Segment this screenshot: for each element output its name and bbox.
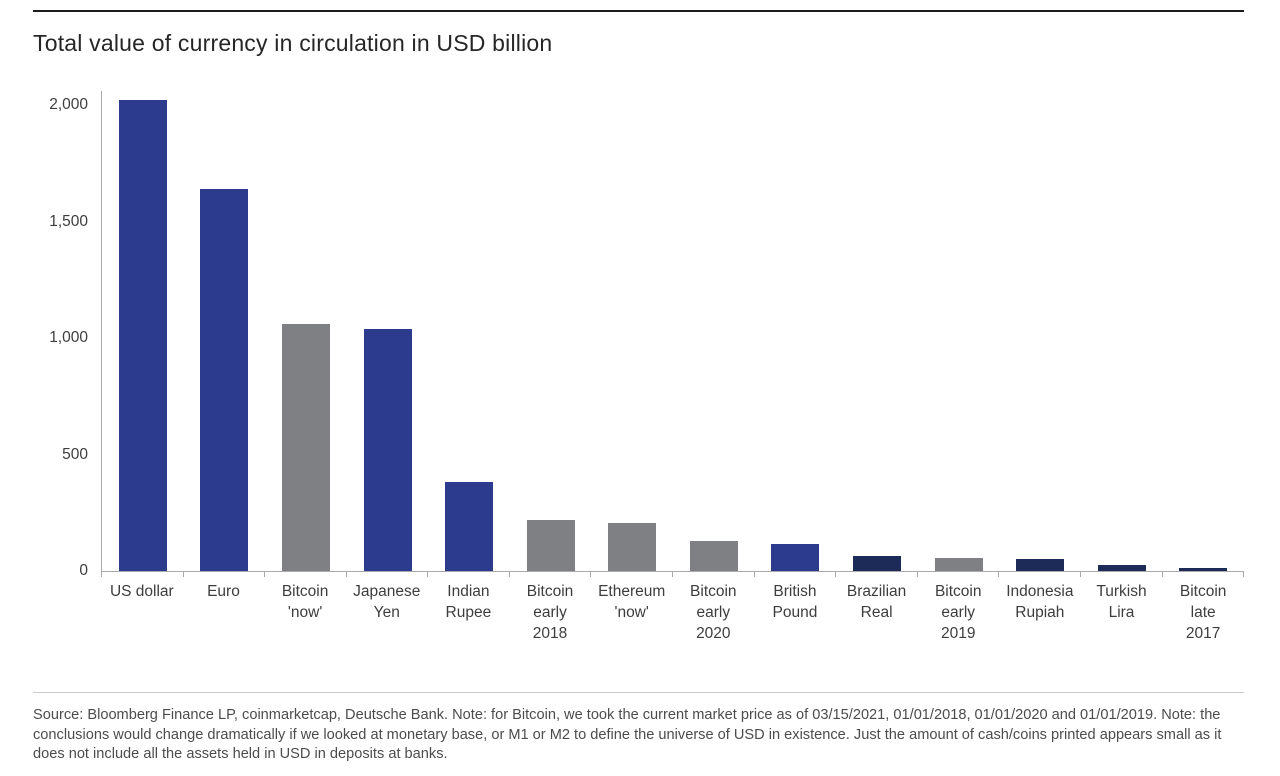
- x-axis-label: Bitcoin early 2020: [690, 583, 737, 642]
- x-axis-label: Bitcoin late 2017: [1179, 583, 1227, 642]
- bar-bitcoin-early-2018: [526, 519, 575, 571]
- x-axis-label: Indonesia Rupiah: [1006, 583, 1074, 621]
- bar-turkish-lira: [1097, 564, 1146, 571]
- x-axis-label: Bitcoin'now': [281, 583, 329, 621]
- plot-area: [101, 91, 1245, 577]
- x-axis-tick: [264, 571, 266, 577]
- top-rule: [33, 10, 1244, 12]
- bar-slot: [184, 91, 266, 577]
- bar-japanese-yen: [363, 328, 412, 571]
- x-axis-tick: [835, 571, 837, 577]
- x-axis-label: Bitcoin early 2019: [934, 583, 982, 642]
- bar-slot: [1081, 91, 1163, 577]
- bar-indonesia-rupiah: [1016, 558, 1065, 571]
- bar-slot: [755, 91, 837, 577]
- bar-bitcoin-now: [281, 324, 330, 571]
- chart-title: Total value of currency in circulation i…: [33, 30, 553, 56]
- source-note: Source: Bloomberg Finance LP, coinmarket…: [33, 707, 1222, 762]
- bar-british-pound: [771, 544, 820, 571]
- bar-euro: [200, 188, 249, 571]
- bar-slot: [102, 91, 184, 577]
- x-axis-tick: [1161, 571, 1163, 577]
- y-axis-label: 1,500: [49, 212, 88, 230]
- x-axis-tick: [672, 571, 674, 577]
- x-axis-tick: [345, 571, 347, 577]
- bar-bitcoin-early-2019: [934, 557, 983, 571]
- x-axis-label: Bitcoin early 2018: [526, 583, 574, 642]
- bar-slot: [999, 91, 1081, 577]
- y-axis-label: 2,000: [49, 95, 88, 113]
- x-axis-tick: [508, 571, 510, 577]
- bar-slot: [347, 91, 429, 577]
- bar-slot: [265, 91, 347, 577]
- bar-ethereum-now: [608, 523, 657, 571]
- bar-slot: [1163, 91, 1245, 577]
- bar-slot: [428, 91, 510, 577]
- bar-slot: [591, 91, 674, 577]
- x-axis-label: Turkish Lira: [1096, 583, 1147, 621]
- y-axis-label: 500: [62, 445, 88, 463]
- y-axis-label: 1,000: [49, 329, 88, 346]
- bar-brazilian-real: [852, 556, 901, 571]
- x-axis-tick: [590, 571, 592, 577]
- x-axis-tick: [998, 571, 1000, 577]
- footer-divider: [33, 692, 1244, 693]
- x-axis-label: Japanese Yen: [353, 583, 421, 621]
- y-axis-label: 0: [79, 562, 88, 579]
- bar-slot: [918, 91, 1000, 577]
- bar-bitcoin-early-2020: [689, 540, 738, 571]
- bar-slot: [836, 91, 918, 577]
- x-axis-label: British Pound: [772, 583, 818, 621]
- x-axis-tick: [1243, 571, 1245, 577]
- bar-slot: [673, 91, 755, 577]
- x-axis-tick: [1079, 571, 1081, 577]
- x-axis-label: Indian Rupee: [445, 583, 492, 621]
- x-axis-tick: [427, 571, 429, 577]
- x-axis-label: Brazilian Real: [846, 583, 907, 621]
- bar-chart: 0 500 1,000 1,500 2,000: [33, 91, 1245, 579]
- bar-indian-rupee: [445, 482, 494, 571]
- x-axis-label: US dollar: [109, 583, 174, 600]
- x-axis-tick: [182, 571, 184, 577]
- bar-bitcoin-late-2017: [1179, 567, 1228, 571]
- bar-usdollar: [118, 100, 167, 571]
- x-axis-label: Euro: [207, 583, 240, 600]
- bar-slot: [510, 91, 592, 577]
- x-axis-tick: [916, 571, 918, 577]
- x-axis-labels: US dollar Euro Bitcoin'now' Japanese Yen Indi…: [101, 572, 1244, 644]
- y-axis: 0 500 1,000 1,500 2,000: [33, 91, 101, 579]
- x-axis-label: Ethereum'now': [598, 583, 666, 621]
- x-axis-tick: [753, 571, 755, 577]
